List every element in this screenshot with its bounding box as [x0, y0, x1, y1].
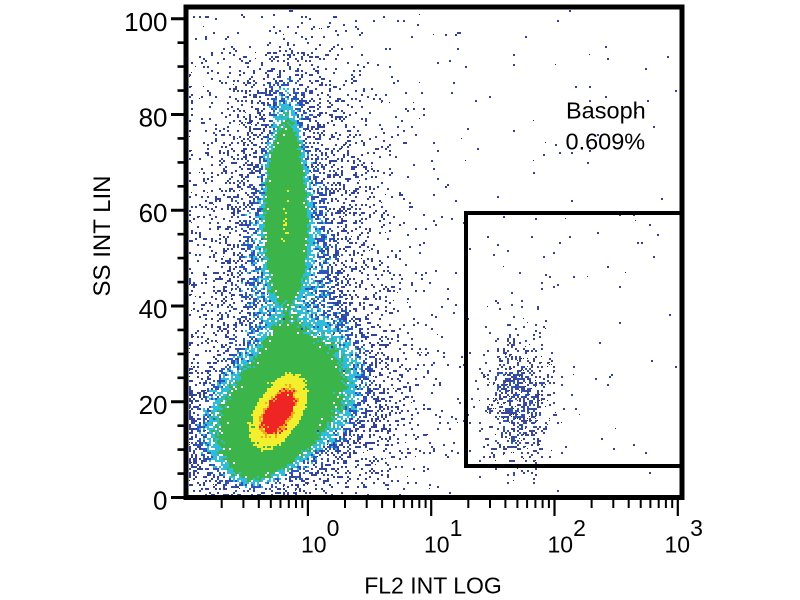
svg-text:0.609%: 0.609% — [566, 129, 646, 155]
svg-text:103: 103 — [665, 515, 703, 558]
svg-text:SS INT LIN: SS INT LIN — [89, 176, 116, 297]
svg-text:80: 80 — [139, 103, 168, 133]
svg-text:0: 0 — [153, 486, 167, 516]
svg-text:FL2 INT LOG: FL2 INT LOG — [364, 573, 502, 599]
svg-text:102: 102 — [548, 515, 586, 558]
svg-text:101: 101 — [424, 515, 462, 558]
svg-text:40: 40 — [139, 294, 168, 324]
svg-text:100: 100 — [124, 7, 167, 37]
svg-text:100: 100 — [301, 515, 339, 558]
svg-text:20: 20 — [139, 390, 168, 420]
svg-text:Basoph: Basoph — [566, 97, 646, 123]
svg-text:60: 60 — [139, 198, 168, 228]
